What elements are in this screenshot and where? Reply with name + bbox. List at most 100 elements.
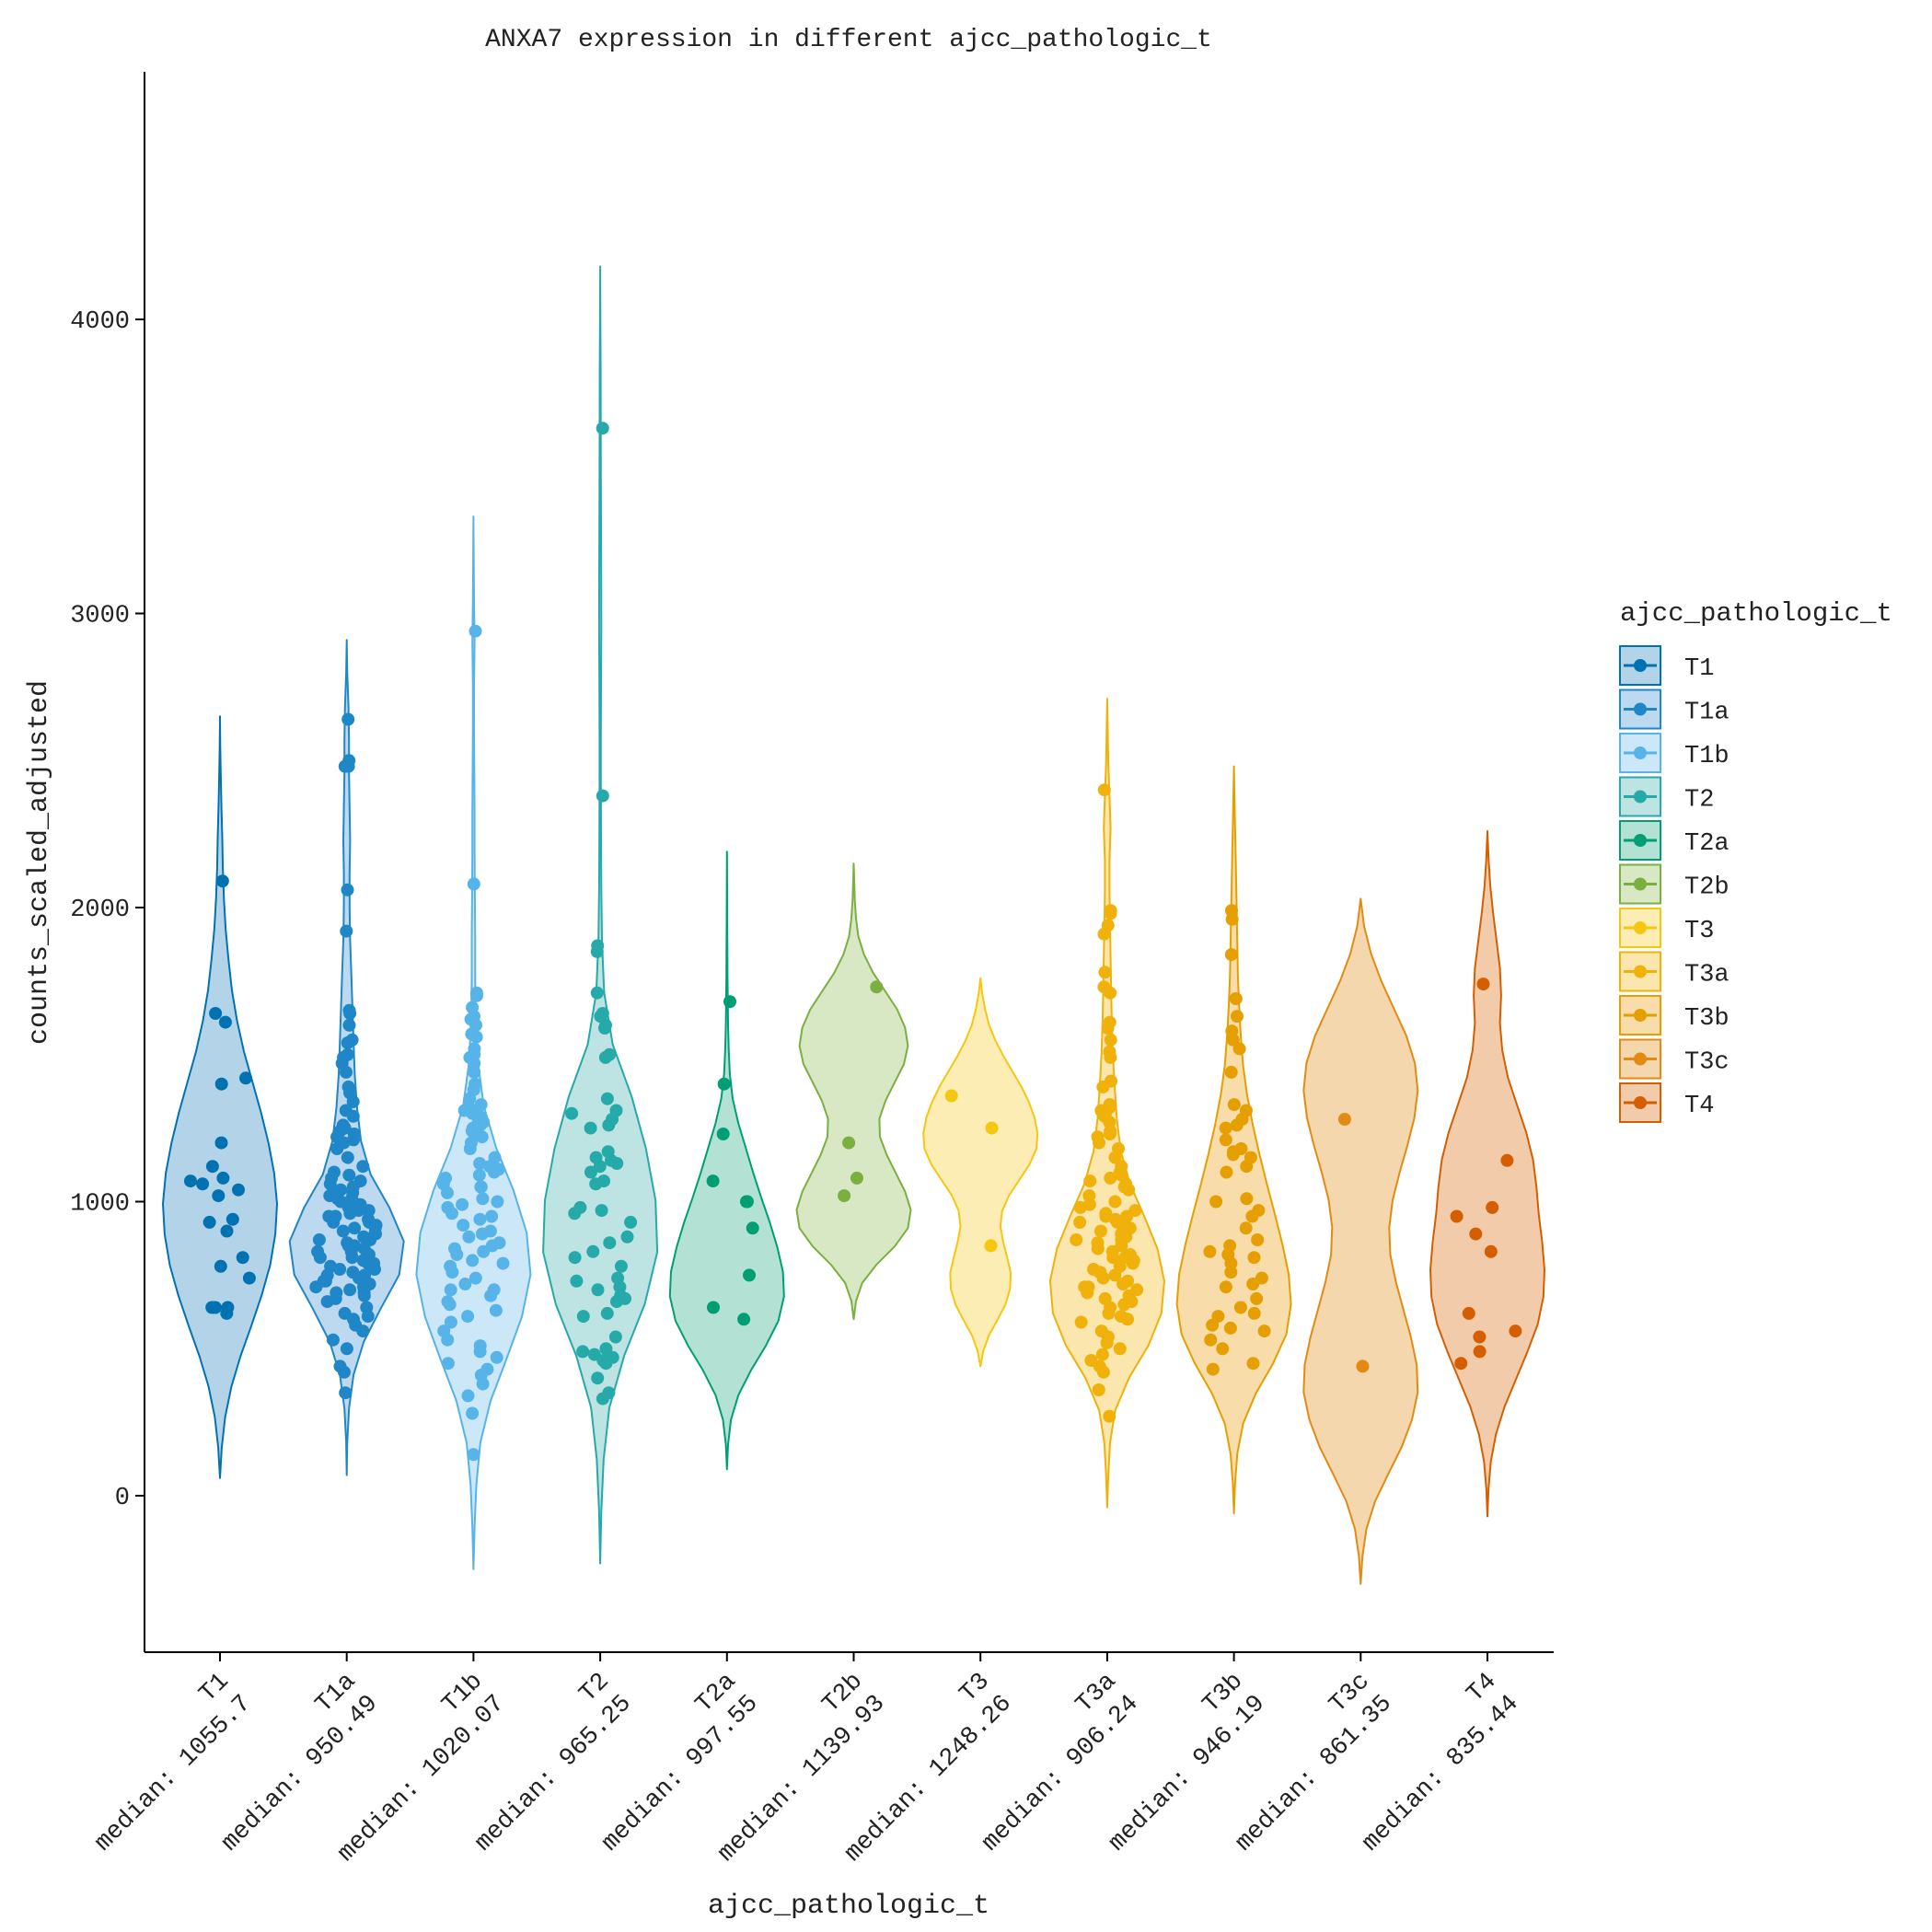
data-point bbox=[586, 1244, 600, 1258]
data-point bbox=[340, 1065, 353, 1079]
data-point bbox=[1103, 1409, 1116, 1423]
data-point bbox=[1204, 1333, 1218, 1347]
legend-item-t2a: T2a bbox=[1619, 820, 1730, 861]
data-point bbox=[1219, 1280, 1232, 1294]
data-point bbox=[470, 989, 483, 1002]
violin-t2 bbox=[542, 265, 659, 1565]
data-point bbox=[589, 1177, 603, 1191]
data-point bbox=[1232, 1042, 1246, 1056]
data-point bbox=[476, 1377, 490, 1391]
data-point bbox=[347, 1133, 360, 1147]
data-point bbox=[330, 1142, 344, 1155]
data-point bbox=[214, 1077, 228, 1091]
data-point bbox=[367, 1256, 381, 1270]
data-point bbox=[1108, 1195, 1122, 1209]
data-point bbox=[491, 1195, 504, 1209]
data-point bbox=[590, 986, 604, 1000]
data-point bbox=[1473, 1345, 1487, 1359]
data-point bbox=[1074, 1315, 1088, 1329]
legend-key-point bbox=[1634, 746, 1647, 759]
data-point bbox=[1126, 1256, 1140, 1270]
data-point bbox=[584, 1121, 597, 1135]
data-point bbox=[1356, 1359, 1370, 1373]
data-point bbox=[444, 1283, 457, 1297]
y-tick-label: 0 bbox=[115, 1485, 130, 1512]
data-point bbox=[312, 1233, 326, 1246]
legend-key-point bbox=[1634, 965, 1647, 978]
data-point bbox=[584, 1165, 597, 1179]
data-point bbox=[1500, 1153, 1514, 1167]
data-point bbox=[1224, 1065, 1238, 1079]
data-point bbox=[457, 1219, 470, 1232]
data-point bbox=[1251, 1233, 1265, 1246]
data-point bbox=[1231, 1010, 1244, 1024]
data-point bbox=[1229, 992, 1243, 1005]
data-point bbox=[568, 1207, 582, 1221]
data-point bbox=[443, 1298, 457, 1312]
data-point bbox=[485, 1239, 499, 1253]
data-point bbox=[1250, 1291, 1264, 1305]
data-point bbox=[1240, 1192, 1254, 1206]
data-point bbox=[184, 1174, 197, 1188]
y-tick-label: 2000 bbox=[70, 897, 130, 924]
data-point bbox=[1233, 1301, 1247, 1314]
data-point bbox=[746, 1221, 759, 1235]
data-point bbox=[608, 1330, 622, 1344]
data-point bbox=[1091, 1242, 1105, 1255]
data-point bbox=[477, 1116, 491, 1129]
data-point bbox=[487, 1165, 501, 1179]
data-point bbox=[1100, 1336, 1114, 1349]
data-point bbox=[467, 877, 480, 891]
legend-label: T3a bbox=[1684, 962, 1730, 989]
data-point bbox=[1486, 1200, 1499, 1214]
violin-t2a bbox=[668, 850, 785, 1471]
data-point bbox=[603, 1236, 617, 1250]
legend-title: ajcc_pathologic_t bbox=[1620, 598, 1892, 629]
data-point bbox=[1096, 1080, 1110, 1093]
data-point bbox=[1073, 1215, 1087, 1229]
legend-label: T2 bbox=[1684, 787, 1714, 815]
data-point bbox=[1104, 1050, 1117, 1064]
y-tick-label: 4000 bbox=[70, 308, 130, 336]
data-point bbox=[1226, 1148, 1240, 1162]
legend-key-point bbox=[1634, 702, 1647, 716]
data-point bbox=[944, 1089, 958, 1103]
data-point bbox=[610, 1295, 623, 1309]
data-point bbox=[1246, 1357, 1260, 1371]
data-point bbox=[343, 1007, 357, 1020]
data-point bbox=[1337, 1113, 1351, 1126]
data-point bbox=[602, 1118, 616, 1132]
data-point bbox=[1078, 1280, 1092, 1294]
data-point bbox=[1116, 1278, 1130, 1290]
data-point bbox=[716, 1128, 730, 1140]
data-point bbox=[600, 1092, 614, 1105]
data-point bbox=[218, 1015, 232, 1029]
data-point bbox=[568, 1251, 582, 1265]
data-point bbox=[1473, 1330, 1487, 1344]
data-point bbox=[485, 1209, 499, 1223]
data-point bbox=[1099, 1209, 1113, 1223]
data-point bbox=[342, 754, 356, 768]
legend: ajcc_pathologic_t T1 T1a T1b T2 T2a T2b T3 T3a T… bbox=[1619, 598, 1892, 1123]
data-point bbox=[1227, 1098, 1241, 1112]
legend-key-point bbox=[1634, 877, 1647, 891]
data-point bbox=[466, 1406, 480, 1420]
legend-item-t1a: T1a bbox=[1619, 688, 1730, 730]
data-point bbox=[487, 1283, 501, 1297]
data-point bbox=[450, 1248, 464, 1261]
legend-label: T4 bbox=[1684, 1093, 1714, 1120]
data-point bbox=[462, 1230, 476, 1244]
data-point bbox=[737, 1313, 751, 1326]
data-point bbox=[1097, 927, 1111, 941]
legend-label: T3b bbox=[1684, 1005, 1730, 1033]
data-point bbox=[309, 1280, 323, 1294]
data-point bbox=[1469, 1227, 1483, 1241]
legend-label: T1a bbox=[1684, 700, 1730, 727]
data-point bbox=[1450, 1209, 1463, 1223]
legend-item-t1b: T1b bbox=[1619, 733, 1730, 773]
data-point bbox=[599, 1342, 613, 1356]
data-point bbox=[1098, 966, 1112, 979]
data-point bbox=[590, 944, 604, 958]
data-point bbox=[1073, 1200, 1087, 1214]
